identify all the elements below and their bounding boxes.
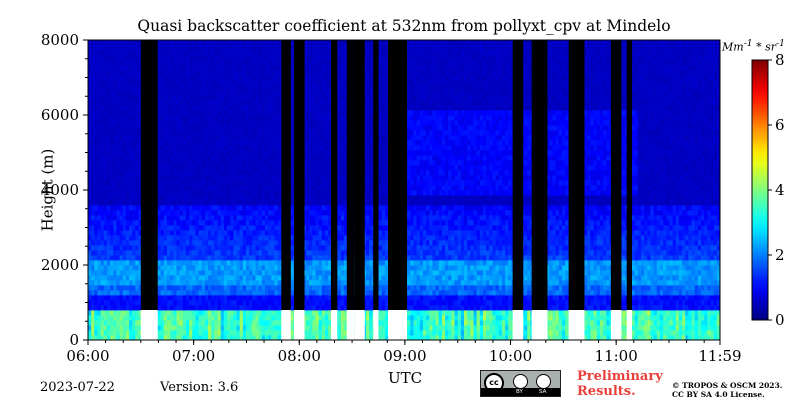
no-signal-band (330, 40, 338, 310)
colorbar-tick-label: 2 (775, 246, 785, 264)
x-tick-label: 09:00 (383, 347, 426, 365)
y-axis-label: Height (m) (38, 148, 57, 232)
y-tick-label: 4000 (41, 181, 79, 199)
no-signal-band (140, 40, 158, 310)
date-label: 2023-07-22 (40, 380, 115, 395)
no-signal-band (626, 40, 633, 310)
x-axis-label: UTC (388, 369, 423, 387)
no-signal-band (346, 40, 355, 310)
preliminary-note: Preliminary Results. (577, 369, 663, 399)
x-tick-label: 06:00 (66, 347, 109, 365)
no-signal-band (293, 40, 305, 310)
colorbar-unit-label: Mm-1 * sr-1 (722, 38, 785, 54)
no-signal-gap (346, 310, 355, 340)
by-text: BY (516, 389, 523, 395)
license-text: © TROPOS & OSCM 2023. CC BY SA 4.0 Licen… (672, 381, 782, 399)
sa-icon (536, 374, 551, 389)
colorbar (751, 59, 769, 321)
no-signal-gap (373, 310, 379, 340)
no-signal-band (387, 40, 408, 310)
no-signal-gap (568, 310, 585, 340)
y-tick-label: 8000 (41, 31, 79, 49)
no-signal-gap (512, 310, 524, 340)
preliminary-line-2: Results. (577, 384, 636, 399)
x-tick-label: 11:59 (698, 347, 741, 365)
no-signal-gap (281, 310, 291, 340)
no-signal-gap (330, 310, 338, 340)
colorbar-tick-label: 8 (775, 51, 785, 69)
y-tick-label: 6000 (41, 106, 79, 124)
license-line-1: © TROPOS & OSCM 2023. (672, 381, 783, 390)
colorbar-tick-label: 0 (775, 311, 785, 329)
x-tick-label: 07:00 (172, 347, 215, 365)
x-tick-label: 10:00 (489, 347, 532, 365)
preliminary-line-1: Preliminary (577, 369, 663, 384)
no-signal-gap (626, 310, 633, 340)
y-tick-label: 2000 (41, 256, 79, 274)
chart-title: Quasi backscatter coefficient at 532nm f… (137, 17, 671, 35)
version-label: Version: 3.6 (160, 380, 239, 395)
no-signal-band (512, 40, 524, 310)
no-signal-gap (354, 310, 365, 340)
no-signal-band (281, 40, 291, 310)
no-signal-band (568, 40, 585, 310)
no-signal-band (531, 40, 548, 310)
colorbar-tick-label: 6 (775, 116, 785, 134)
colorbar-tick-label: 4 (775, 181, 785, 199)
x-tick-label: 08:00 (278, 347, 321, 365)
x-tick-label: 11:00 (595, 347, 638, 365)
y-tick-label: 0 (69, 331, 79, 349)
no-signal-gap (387, 310, 408, 340)
no-signal-gap (293, 310, 305, 340)
no-signal-gap (531, 310, 548, 340)
license-line-2: CC BY SA 4.0 License. (672, 390, 765, 399)
no-signal-gap (610, 310, 622, 340)
no-signal-band (373, 40, 379, 310)
no-signal-band (610, 40, 622, 310)
no-signal-band (354, 40, 365, 310)
sa-text: SA (539, 389, 547, 395)
cc-license-badge: cc BY SA (480, 370, 561, 397)
by-icon (513, 374, 528, 389)
no-signal-gap (140, 310, 158, 340)
